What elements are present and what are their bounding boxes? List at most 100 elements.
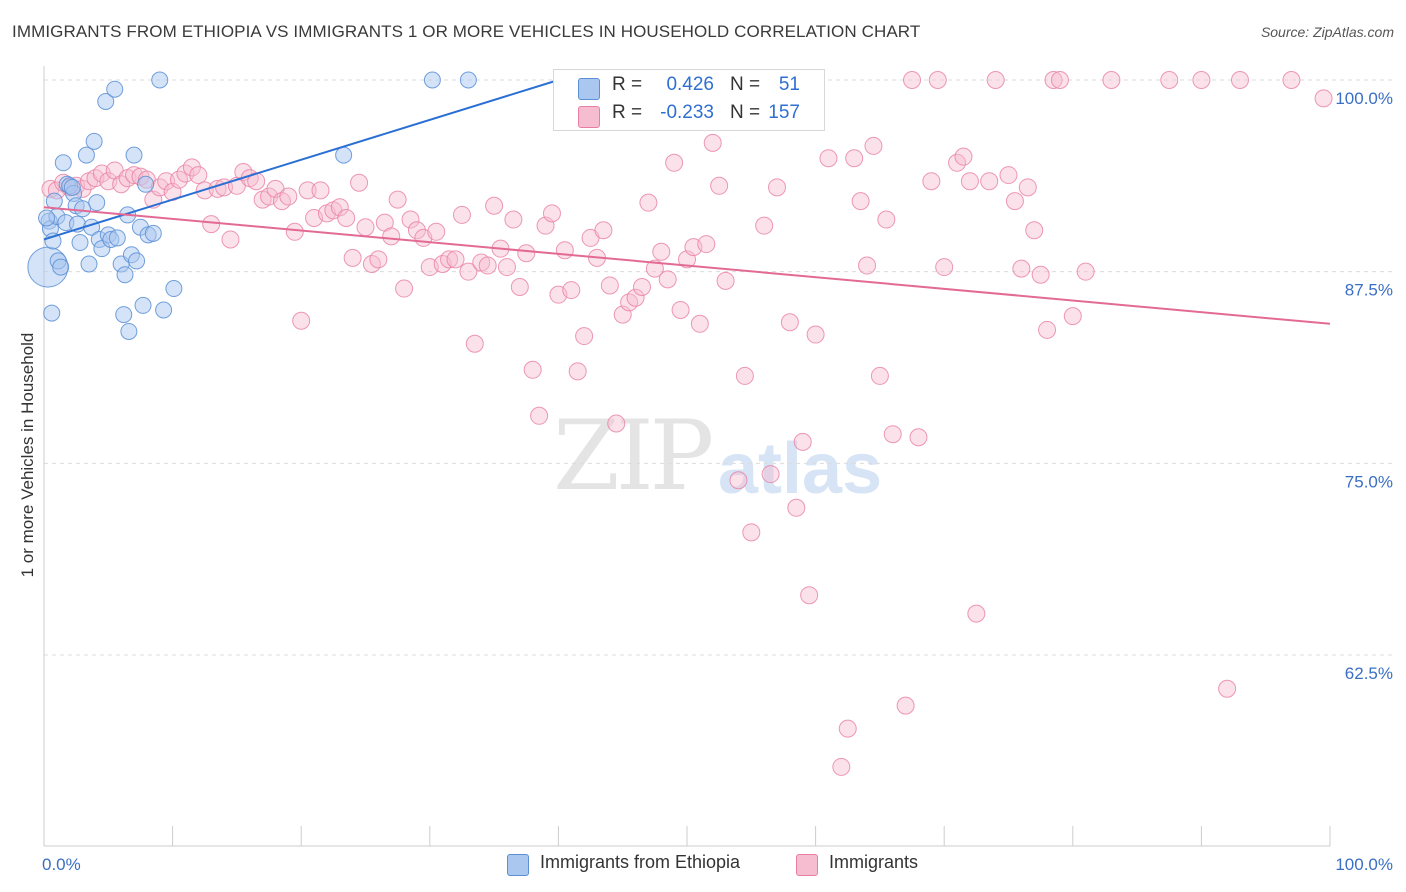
immigrants-point: [562, 281, 581, 300]
immigrants-point: [819, 149, 838, 168]
ethiopia-point: [77, 146, 95, 164]
immigrants-point: [157, 172, 176, 191]
y-tick-label: 75.0%: [1345, 472, 1393, 491]
immigrants-point: [639, 193, 658, 212]
immigrants-point: [967, 604, 986, 623]
immigrants-point: [838, 719, 857, 738]
ethiopia-point: [335, 146, 353, 164]
ethiopia-point: [106, 80, 124, 98]
immigrants-point: [356, 218, 375, 237]
immigrants-trend-line: [43, 206, 1331, 325]
ethiopia-point: [423, 71, 441, 89]
immigrants-point: [285, 222, 304, 241]
legend-n-label: N =: [730, 102, 761, 123]
y-tick-label: 100.0%: [1335, 89, 1393, 108]
immigrants-point: [832, 757, 851, 776]
tick-labels: 100.0% 87.5% 75.0% 62.5% 0.0% 100.0%: [42, 89, 1393, 874]
legend-r-value: -0.233: [660, 102, 714, 123]
ethiopia-point: [165, 280, 183, 298]
immigrants-point: [182, 158, 201, 177]
chart-title: IMMIGRANTS FROM ETHIOPIA VS IMMIGRANTS 1…: [12, 22, 921, 41]
trend-lines: [43, 79, 1331, 325]
immigrants-point: [1218, 679, 1237, 698]
immigrants-point: [465, 334, 484, 353]
immigrants-point: [446, 250, 465, 269]
legend-swatch-blue: [507, 854, 529, 876]
legend-n-label: N =: [730, 74, 761, 95]
immigrants-point: [755, 216, 774, 235]
immigrants-point: [600, 276, 619, 295]
ethiopia-point: [116, 266, 134, 284]
immigrants-point: [845, 149, 864, 168]
immigrants-points: [41, 71, 1333, 776]
series-legend: Immigrants from Ethiopia Immigrants: [0, 852, 1406, 878]
ethiopia-point: [125, 146, 143, 164]
immigrants-point: [350, 173, 369, 192]
legend-n-value: 157: [768, 102, 800, 123]
immigrants-point: [1025, 221, 1044, 240]
axes: [43, 66, 1331, 847]
immigrants-point: [999, 166, 1018, 185]
immigrants-point: [555, 241, 574, 260]
immigrants-point: [986, 71, 1005, 89]
immigrants-point: [896, 696, 915, 715]
ethiopia-point: [85, 132, 103, 150]
immigrants-point: [935, 258, 954, 277]
immigrants-point: [980, 172, 999, 191]
immigrants-point: [1314, 89, 1333, 108]
immigrants-point: [504, 210, 523, 229]
ethiopia-point: [134, 296, 152, 314]
immigrants-point: [742, 523, 761, 542]
immigrants-point: [780, 313, 799, 332]
immigrants-point: [806, 325, 825, 344]
ethiopia-point: [63, 178, 81, 196]
immigrants-point: [272, 192, 291, 211]
immigrants-point: [382, 227, 401, 246]
legend-swatch-pink: [578, 106, 600, 128]
immigrants-point: [362, 255, 381, 273]
x-tick-label: 0.0%: [42, 855, 81, 874]
immigrants-point: [883, 425, 902, 444]
immigrants-point: [690, 314, 709, 333]
immigrants-point: [607, 414, 626, 433]
immigrants-point: [703, 133, 722, 152]
legend-n-value: 51: [778, 74, 800, 95]
y-tick-label: 87.5%: [1345, 281, 1393, 300]
immigrants-point: [395, 279, 414, 298]
immigrants-point: [485, 196, 504, 215]
immigrants-point: [1102, 71, 1121, 89]
immigrants-point: [671, 301, 690, 319]
immigrants-point: [594, 221, 613, 240]
immigrants-point: [337, 209, 356, 227]
immigrants-point: [311, 181, 330, 200]
immigrants-point: [298, 181, 317, 200]
immigrants-point: [497, 258, 516, 277]
immigrants-point: [459, 262, 478, 281]
immigrants-point: [877, 210, 896, 229]
immigrants-point: [478, 256, 497, 275]
immigrants-point: [954, 147, 973, 166]
legend-swatch-blue: [578, 78, 600, 100]
watermark-zip: ZIP: [553, 400, 714, 512]
immigrants-point: [343, 248, 362, 267]
immigrants-point: [768, 178, 787, 197]
immigrants-point: [665, 153, 684, 172]
immigrants-point: [1005, 192, 1024, 211]
ethiopia-point: [74, 200, 92, 218]
immigrants-point: [1050, 71, 1069, 89]
ethiopia-point: [80, 255, 98, 273]
immigrants-point: [716, 271, 735, 290]
immigrants-point: [632, 278, 651, 296]
ethiopia-point: [155, 301, 173, 319]
immigrants-point: [530, 406, 549, 425]
immigrants-point: [626, 288, 645, 307]
y-tick-label: 62.5%: [1345, 664, 1393, 683]
immigrants-point: [960, 172, 979, 191]
immigrants-point: [864, 136, 883, 155]
legend-row-immigrants: R = -0.233 N = 157: [554, 102, 824, 130]
ethiopia-trend-line: [43, 79, 559, 241]
chart-source: Source: ZipAtlas.com: [1260, 24, 1394, 40]
legend-row-ethiopia: R = 0.426 N = 51: [554, 74, 824, 102]
ethiopia-point: [137, 175, 155, 193]
ethiopia-point: [144, 224, 162, 242]
